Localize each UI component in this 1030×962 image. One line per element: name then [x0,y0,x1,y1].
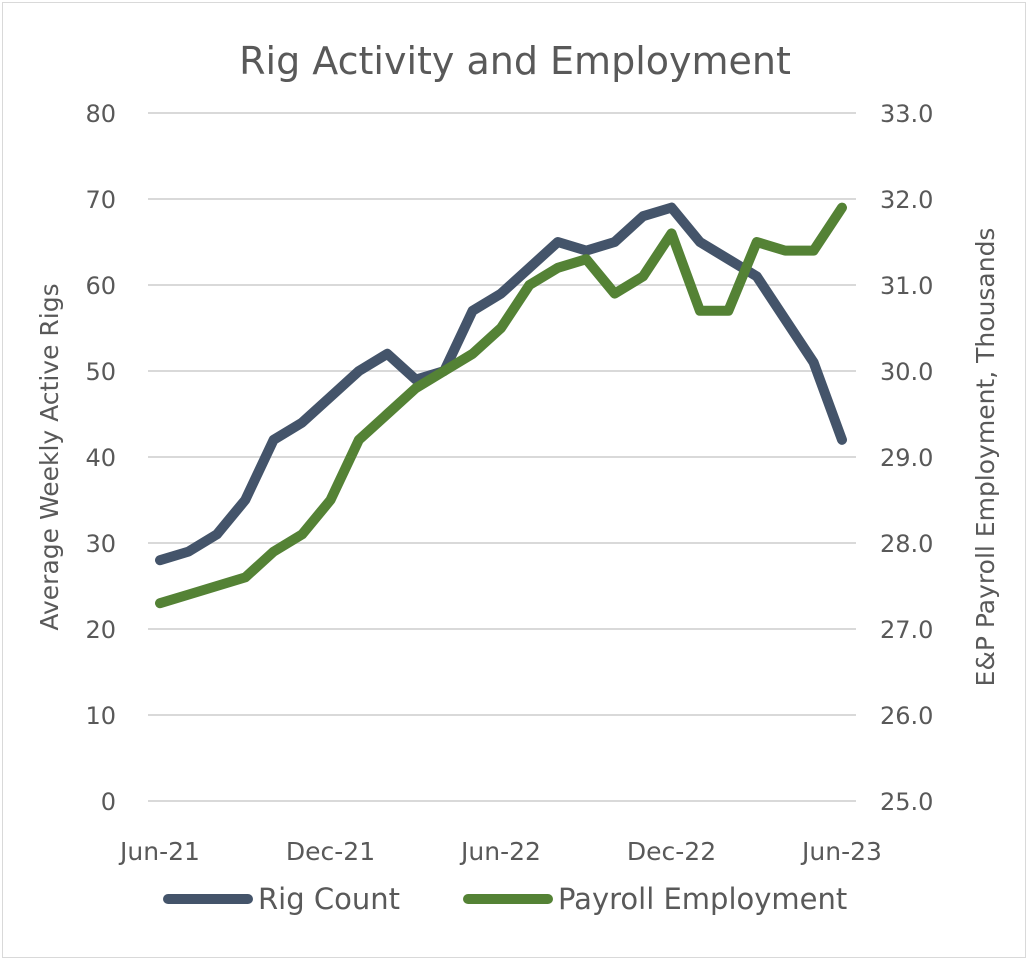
y-tick-label: 60 [85,272,116,300]
legend-label: Rig Count [258,882,400,916]
x-tick-label: Dec-21 [286,837,375,866]
y-tick-label: 80 [85,100,116,128]
y-tick-label: 10 [85,702,116,730]
y2-axis-title: E&P Payroll Employment, Thousands [971,228,1000,687]
x-tick-label: Jun-23 [800,837,882,866]
series-line-rig-count [155,202,847,566]
y2-tick-label: 32.0 [880,186,933,214]
y2-tick-label: 33.0 [880,100,933,128]
y-axis-title: Average Weekly Active Rigs [35,283,64,630]
x-tick-label: Jun-21 [118,837,200,866]
x-tick-label: Dec-22 [627,837,716,866]
y-tick-label: 0 [101,788,116,816]
y-tick-label: 40 [85,444,116,472]
y2-tick-label: 25.0 [880,788,933,816]
y-tick-label: 30 [85,530,116,558]
legend-label: Payroll Employment [558,882,847,916]
y2-tick-label: 28.0 [880,530,933,558]
y2-tick-label: 27.0 [880,616,933,644]
y2-tick-label: 29.0 [880,444,933,472]
y2-tick-label: 31.0 [880,272,933,300]
chart-title: Rig Activity and Employment [239,39,791,83]
y2-tick-label: 30.0 [880,358,933,386]
y-tick-label: 70 [85,186,116,214]
y-tick-label: 50 [85,358,116,386]
y-tick-label: 20 [85,616,116,644]
x-tick-label: Jun-22 [459,837,541,866]
y2-tick-label: 26.0 [880,702,933,730]
